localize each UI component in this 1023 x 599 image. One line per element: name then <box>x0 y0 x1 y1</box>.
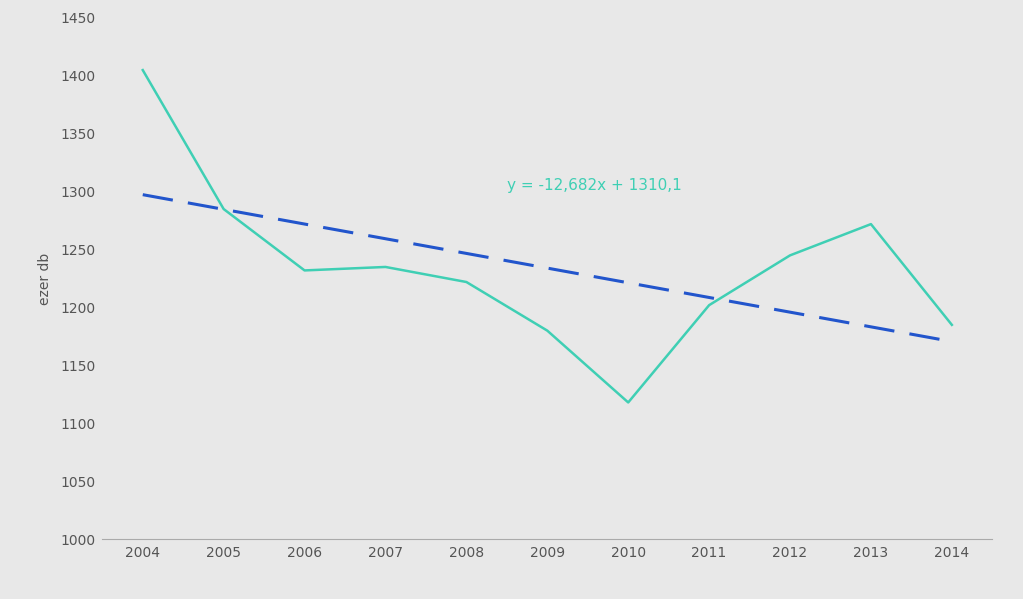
Y-axis label: ezer db: ezer db <box>38 252 52 305</box>
Text: y = -12,682x + 1310,1: y = -12,682x + 1310,1 <box>506 179 681 193</box>
